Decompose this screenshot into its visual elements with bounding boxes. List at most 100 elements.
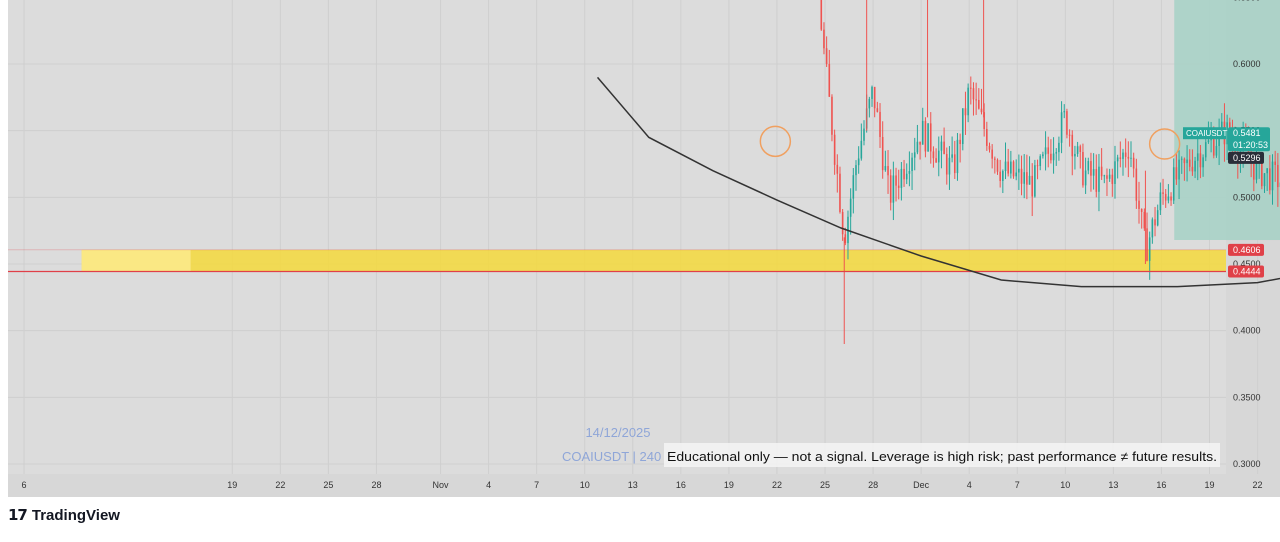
candle-body	[1128, 157, 1130, 159]
candle-body	[933, 151, 935, 158]
candle-body	[946, 154, 948, 174]
candle-body	[839, 174, 841, 212]
candle-body	[1039, 156, 1041, 166]
candle-body	[831, 97, 833, 135]
candle-body	[1213, 139, 1215, 156]
support-zone-highlight	[82, 250, 191, 272]
candle-body	[994, 159, 996, 160]
candle-body	[1066, 111, 1068, 135]
candle-body	[909, 171, 911, 174]
candle-body	[925, 121, 927, 152]
candle-body	[1045, 147, 1047, 154]
candle-body	[1272, 162, 1274, 191]
candle-body	[820, 0, 822, 30]
time-tick-label: 10	[1060, 480, 1070, 490]
watermark-date: 14/12/2025	[585, 425, 650, 440]
candle-body	[1034, 165, 1036, 196]
candle-body	[877, 108, 879, 112]
plot-background	[8, 0, 1226, 474]
price-tick-label: 0.4000	[1233, 326, 1261, 336]
candle-body	[970, 88, 972, 89]
candle-body	[1122, 153, 1124, 159]
candle-body	[1042, 154, 1044, 156]
candle-body	[981, 109, 983, 112]
time-tick-label: 28	[371, 480, 381, 490]
candle-body	[1023, 172, 1025, 184]
time-tick-label: 19	[724, 480, 734, 490]
candle-body	[1029, 176, 1031, 185]
time-axis-background	[8, 474, 1280, 497]
candle-body	[1112, 175, 1114, 184]
time-tick-label: 7	[534, 480, 539, 490]
candle-body	[837, 165, 839, 174]
time-tick-label: 22	[275, 480, 285, 490]
tradingview-logo-icon: 17	[8, 506, 27, 524]
candle-body	[1205, 142, 1207, 157]
candle-body	[863, 129, 865, 141]
candle-body	[1144, 212, 1146, 228]
candle-body	[1117, 157, 1119, 161]
price-tick-label: 0.3500	[1233, 392, 1261, 402]
candle-body	[1170, 196, 1172, 200]
candle-body	[1192, 167, 1194, 172]
candle-body	[895, 175, 897, 185]
time-tick-label: 22	[772, 480, 782, 490]
tradingview-branding[interactable]: 17 TradingView	[8, 506, 120, 524]
candle-body	[1269, 168, 1271, 190]
candle-body	[978, 100, 980, 109]
candle-body	[1141, 209, 1143, 212]
candle-body	[885, 166, 887, 170]
candle-body	[930, 123, 932, 151]
candle-body	[1101, 167, 1103, 177]
time-tick-label: 7	[1015, 480, 1020, 490]
candle-body	[879, 112, 881, 137]
candle-body	[1085, 171, 1087, 186]
time-tick-label: 4	[486, 480, 491, 490]
candle-body	[1253, 164, 1255, 180]
candle-body	[914, 152, 916, 157]
candle-body	[1208, 140, 1210, 142]
candle-body	[845, 234, 847, 243]
candle-body	[898, 186, 900, 188]
candle-body	[850, 199, 852, 217]
candle-body	[1031, 176, 1033, 197]
candle-body	[951, 154, 953, 157]
candle-body	[1021, 169, 1023, 184]
candle-body	[1202, 157, 1204, 167]
candle-body	[1189, 160, 1191, 167]
time-tick-label: 25	[323, 480, 333, 490]
candle-body	[855, 165, 857, 175]
time-tick-label: 19	[227, 480, 237, 490]
candle-body	[989, 146, 991, 150]
candle-body	[1216, 146, 1218, 156]
candle-body	[1063, 111, 1065, 112]
time-tick-label: Nov	[433, 480, 450, 490]
candle-body	[871, 87, 873, 99]
candle-body	[1053, 154, 1055, 161]
candle-body	[917, 142, 919, 153]
candle-body	[842, 212, 844, 234]
candle-body	[1157, 210, 1159, 225]
candle-body	[1136, 169, 1138, 201]
candle-body	[911, 158, 913, 171]
time-tick-label: Dec	[913, 480, 930, 490]
time-tick-label: 13	[1108, 480, 1118, 490]
candle-body	[1152, 219, 1154, 237]
candle-body	[962, 108, 964, 144]
candle-body	[1015, 173, 1017, 177]
price-level-label: 0.4606	[1233, 245, 1261, 255]
candle-body	[1277, 165, 1279, 187]
candle-body	[869, 99, 871, 108]
candle-body	[823, 30, 825, 49]
candle-body	[1160, 192, 1162, 210]
time-tick-label: 28	[868, 480, 878, 490]
candle-body	[1093, 169, 1095, 176]
candle-body	[906, 174, 908, 180]
candle-body	[882, 137, 884, 170]
candle-body	[1005, 162, 1007, 171]
candle-body	[828, 64, 830, 97]
candle-body	[1047, 147, 1049, 153]
candle-body	[903, 169, 905, 179]
